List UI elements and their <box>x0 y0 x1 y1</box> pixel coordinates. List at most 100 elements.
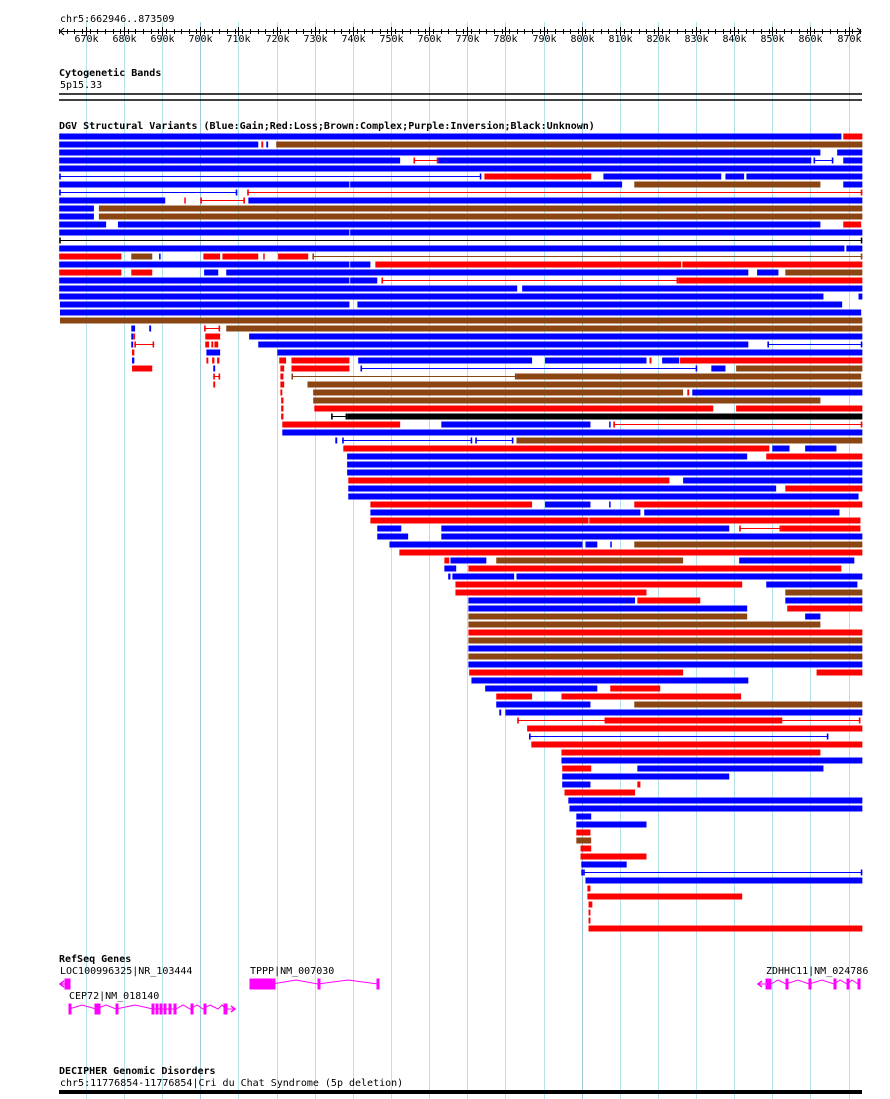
dgv-variant-bar[interactable] <box>843 133 863 140</box>
dgv-variant-bar[interactable] <box>562 773 730 780</box>
dgv-variant-bar[interactable] <box>204 269 219 276</box>
dgv-variant-bar[interactable] <box>580 853 647 860</box>
dgv-variant-bar[interactable] <box>59 253 122 260</box>
dgv-variant-bar[interactable] <box>281 405 284 412</box>
dgv-variant-bar[interactable] <box>587 885 591 892</box>
dgv-variant-bar[interactable] <box>561 749 821 756</box>
dgv-variant-bar[interactable] <box>568 797 863 804</box>
dgv-variant-bar[interactable] <box>562 765 592 772</box>
dgv-variant-bar[interactable] <box>358 357 533 364</box>
dgv-variant-bar[interactable] <box>587 893 743 900</box>
dgv-variant-bar[interactable] <box>280 389 283 396</box>
dgv-variant-bar[interactable] <box>757 269 779 276</box>
dgv-variant-bar[interactable] <box>377 533 409 540</box>
dgv-variant-bar[interactable] <box>226 325 863 332</box>
dgv-variant-bar[interactable] <box>484 173 592 180</box>
dgv-variant-bar[interactable] <box>282 429 863 436</box>
gene-cep72[interactable] <box>68 1003 237 1015</box>
dgv-variant-bar[interactable] <box>785 269 863 276</box>
dgv-variant-bar[interactable] <box>644 509 840 516</box>
dgv-variant-bar[interactable] <box>131 333 134 340</box>
decipher-item-label[interactable]: chr5:11776854-11776854|Cri du Chat Syndr… <box>60 1078 404 1089</box>
dgv-variant-bar[interactable] <box>205 341 210 348</box>
dgv-variant-bar[interactable] <box>581 869 584 876</box>
dgv-variant-bar[interactable] <box>347 461 863 468</box>
dgv-variant-bar[interactable] <box>505 709 863 716</box>
dgv-variant-bar[interactable] <box>249 333 863 340</box>
gene-zdhhc11[interactable] <box>756 978 861 990</box>
dgv-track-title[interactable]: DGV Structural Variants (Blue:Gain;Red:L… <box>59 121 595 132</box>
dgv-variant-bar[interactable] <box>843 157 863 164</box>
dgv-variant-bar[interactable] <box>59 261 350 268</box>
dgv-variant-bar[interactable] <box>348 493 859 500</box>
dgv-variant-bar[interactable] <box>444 565 457 572</box>
dgv-variant-bar[interactable] <box>313 397 821 404</box>
decipher-feature-bar[interactable] <box>59 1090 862 1094</box>
dgv-variant-bar[interactable] <box>516 437 863 444</box>
dgv-variant-bar[interactable] <box>441 525 730 532</box>
dgv-variant-bar[interactable] <box>59 197 166 204</box>
dgv-variant-bar[interactable] <box>766 581 858 588</box>
dgv-variant-bar[interactable] <box>59 277 350 284</box>
dgv-variant-bar[interactable] <box>307 381 863 388</box>
dgv-variant-bar[interactable] <box>59 181 350 188</box>
dgv-variant-bar[interactable] <box>214 341 219 348</box>
dgv-variant-bar[interactable] <box>499 709 502 716</box>
dgv-variant-bar[interactable] <box>787 605 863 612</box>
dgv-variant-bar[interactable] <box>350 229 863 236</box>
dgv-variant-bar[interactable] <box>545 501 591 508</box>
dgv-variant-bar[interactable] <box>785 597 863 604</box>
dgv-variant-bar[interactable] <box>280 381 285 388</box>
dgv-variant-bar[interactable] <box>468 565 842 572</box>
dgv-variant-bar[interactable] <box>588 909 591 916</box>
dgv-variant-bar[interactable] <box>59 149 821 156</box>
dgv-variant-bar[interactable] <box>291 357 350 364</box>
dgv-variant-bar[interactable] <box>350 261 371 268</box>
dgv-variant-bar[interactable] <box>564 789 636 796</box>
gene-label-cep72[interactable]: CEP72|NM_018140 <box>69 991 160 1002</box>
dgv-variant-bar[interactable] <box>59 221 107 228</box>
dgv-variant-bar[interactable] <box>610 541 612 548</box>
dgv-variant-bar[interactable] <box>468 629 863 636</box>
dgv-variant-bar[interactable] <box>263 253 265 260</box>
dgv-variant-bar[interactable] <box>370 501 533 508</box>
dgv-variant-bar[interactable] <box>131 325 136 332</box>
dgv-variant-bar[interactable] <box>485 685 598 692</box>
dgv-variant-bar[interactable] <box>843 181 863 188</box>
dgv-variant-bar[interactable] <box>561 693 742 700</box>
dgv-variant-bar[interactable] <box>766 453 863 460</box>
dgv-variant-bar[interactable] <box>496 701 591 708</box>
dgv-variant-bar[interactable] <box>59 157 401 164</box>
dgv-variant-bar[interactable] <box>585 541 598 548</box>
dgv-variant-bar[interactable] <box>59 301 350 308</box>
dgv-variant-bar[interactable] <box>59 213 94 220</box>
dgv-variant-bar[interactable] <box>131 269 153 276</box>
dgv-variant-bar[interactable] <box>471 677 749 684</box>
dgv-variant-bar[interactable] <box>205 333 221 340</box>
dgv-variant-bar[interactable] <box>469 669 684 676</box>
dgv-variant-bar[interactable] <box>846 245 863 252</box>
dgv-variant-bar[interactable] <box>448 573 451 580</box>
dgv-variant-bar[interactable] <box>291 365 350 372</box>
dgv-variant-bar[interactable] <box>772 445 790 452</box>
gene-label-zdhhc11[interactable]: ZDHHC11|NM_024786 <box>766 966 869 977</box>
dgv-variant-bar[interactable] <box>389 541 583 548</box>
dgv-variant-bar[interactable] <box>604 717 783 724</box>
dgv-variant-bar[interactable] <box>441 533 863 540</box>
dgv-variant-bar[interactable] <box>711 365 726 372</box>
dgv-variant-bar[interactable] <box>212 357 215 364</box>
dgv-variant-bar[interactable] <box>211 341 214 348</box>
dgv-variant-bar[interactable] <box>455 581 743 588</box>
dgv-variant-bar[interactable] <box>589 517 861 524</box>
dgv-variant-bar[interactable] <box>680 357 863 364</box>
dgv-variant-bar[interactable] <box>350 181 623 188</box>
dgv-variant-bar[interactable] <box>59 165 863 172</box>
dgv-variant-bar[interactable] <box>159 253 161 260</box>
dgv-variant-bar[interactable] <box>468 605 748 612</box>
dgv-variant-bar[interactable] <box>682 261 863 268</box>
dgv-variant-bar[interactable] <box>580 845 592 852</box>
dgv-variant-bar[interactable] <box>545 357 647 364</box>
dgv-variant-bar[interactable] <box>588 917 591 924</box>
dgv-variant-bar[interactable] <box>347 453 748 460</box>
dgv-variant-bar[interactable] <box>281 413 284 420</box>
